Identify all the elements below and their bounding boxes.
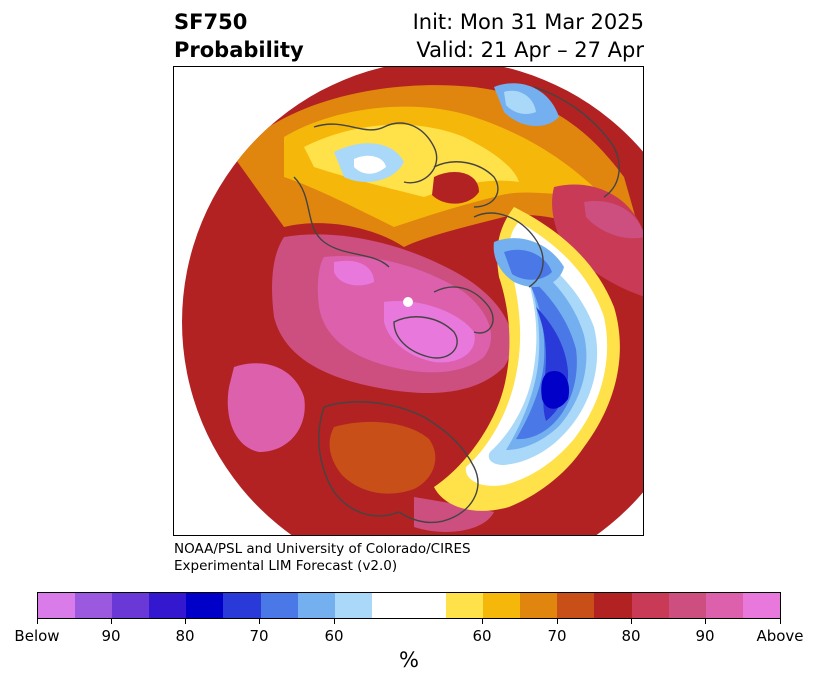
credit-line-1: NOAA/PSL and University of Colorado/CIRE…: [174, 541, 471, 557]
colorbar-tickmark: [259, 619, 260, 624]
colorbar-tick-label: Below: [14, 627, 60, 645]
colorbar-segment: [668, 593, 706, 618]
colorbar-segment: [223, 593, 261, 618]
colorbar-segment: [483, 593, 521, 618]
colorbar-tick-label: 90: [695, 627, 715, 645]
colorbar-segment: [557, 593, 595, 618]
colorbar-tickmark: [557, 619, 558, 624]
plot-title-left: SF750 Probability: [174, 8, 304, 64]
colorbar-segment: [297, 593, 335, 618]
colorbar-tick-label: 70: [249, 627, 269, 645]
colorbar-segment: [631, 593, 669, 618]
colorbar-segment: [38, 593, 76, 618]
coastlines: [293, 86, 620, 524]
pole-point: [403, 297, 413, 307]
colorbar-segment: [594, 593, 632, 618]
colorbar-tick-label: 60: [472, 627, 492, 645]
colorbar-tick-label: 80: [175, 627, 195, 645]
colorbar-tickmark: [780, 619, 781, 624]
colorbar-segment: [334, 593, 372, 618]
map-svg: [182, 67, 643, 535]
colorbar-tickmark: [334, 619, 335, 624]
colorbar-tick-label: 90: [101, 627, 121, 645]
colorbar-segment: [186, 593, 224, 618]
colorbar-segment: [446, 593, 484, 618]
credit-text: NOAA/PSL and University of Colorado/CIRE…: [174, 541, 471, 575]
colorbar-tickmark: [185, 619, 186, 624]
plot-title-right: Init: Mon 31 Mar 2025 Valid: 21 Apr – 27…: [413, 8, 644, 64]
colorbar-tick-label: 80: [621, 627, 641, 645]
colorbar-segment: [371, 593, 447, 618]
colorbar-segment: [112, 593, 150, 618]
colorbar-tickmark: [705, 619, 706, 624]
polar-map: [173, 66, 644, 536]
colorbar-tickmark: [37, 619, 38, 624]
colorbar: [37, 592, 781, 619]
product-name: Probability: [174, 38, 304, 62]
credit-line-2: Experimental LIM Forecast (v2.0): [174, 558, 398, 574]
variable-name: SF750: [174, 10, 248, 34]
colorbar-tickmark: [631, 619, 632, 624]
colorbar-segment: [149, 593, 187, 618]
colorbar-tick-label: 60: [324, 627, 344, 645]
colorbar-tick-label: 70: [547, 627, 567, 645]
valid-range: Valid: 21 Apr – 27 Apr: [416, 38, 644, 62]
colorbar-segment: [260, 593, 298, 618]
colorbar-tick-label: Above: [756, 627, 804, 645]
colorbar-segment: [742, 593, 780, 618]
init-date: Init: Mon 31 Mar 2025: [412, 10, 644, 34]
colorbar-unit: %: [399, 648, 419, 672]
colorbar-segment: [75, 593, 113, 618]
colorbar-segment: [520, 593, 558, 618]
colorbar-tickmark: [482, 619, 483, 624]
colorbar-segment: [705, 593, 743, 618]
probability-field: [182, 67, 643, 535]
colorbar-tickmark: [111, 619, 112, 624]
